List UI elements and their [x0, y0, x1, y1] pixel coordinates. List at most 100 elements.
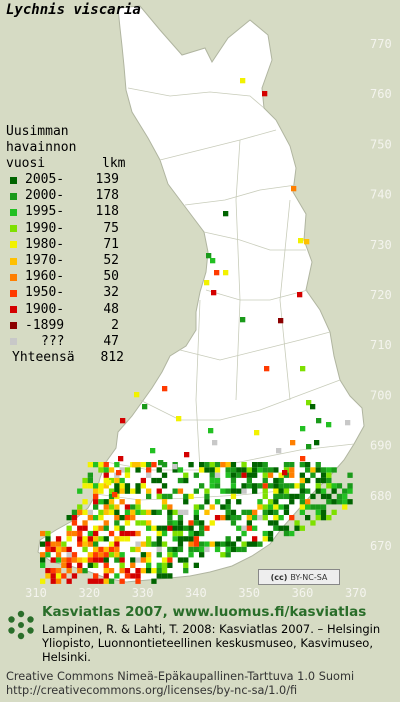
occurrence-square	[262, 488, 268, 494]
occurrence-square	[209, 462, 215, 468]
occurrence-square	[320, 477, 327, 484]
legend-count: 118	[95, 204, 119, 220]
occurrence-square	[223, 270, 229, 276]
easting-tick-label: 330	[132, 586, 154, 600]
northing-tick-label: 670	[370, 539, 392, 553]
occurrence-square	[278, 483, 284, 489]
occurrence-square	[273, 509, 279, 515]
occurrence-square	[108, 552, 115, 558]
occurrence-square	[289, 483, 295, 489]
legend-row: 1995- 118	[6, 204, 125, 220]
cc-license-badge[interactable]: (cc) BY-NC-SA	[258, 569, 340, 585]
occurrence-square	[278, 493, 284, 500]
occurrence-square	[66, 578, 72, 584]
occurrence-square	[267, 499, 274, 505]
occurrence-square	[204, 467, 210, 473]
occurrence-square	[320, 467, 327, 473]
occurrence-square	[162, 386, 168, 392]
occurrence-square	[124, 536, 131, 542]
occurrence-square	[305, 488, 311, 494]
occurrence-square	[93, 552, 99, 558]
legend-row: 2000- 178	[6, 188, 125, 204]
occurrence-square	[315, 467, 321, 473]
occurrence-dots	[40, 78, 353, 584]
occurrence-square	[156, 530, 162, 537]
occurrence-square	[241, 462, 247, 468]
occurrence-square	[289, 530, 295, 537]
occurrence-square	[66, 515, 72, 521]
occurrence-square	[294, 525, 300, 531]
occurrence-square	[167, 546, 173, 553]
occurrence-square	[103, 536, 109, 542]
occurrence-square	[299, 488, 305, 494]
occurrence-square	[282, 470, 288, 476]
occurrence-square	[230, 477, 237, 484]
occurrence-square	[124, 573, 131, 579]
legend-header-line1: Uusimman	[6, 124, 69, 139]
footer-title-link[interactable]: Kasviatlas 2007, www.luomus.fi/kasviatla…	[42, 604, 367, 620]
occurrence-square	[331, 488, 337, 494]
occurrence-square	[252, 467, 258, 473]
occurrence-square	[119, 578, 125, 584]
occurrence-square	[273, 467, 279, 473]
occurrence-square	[342, 504, 348, 510]
occurrence-square	[161, 483, 168, 489]
license-url-link[interactable]: http://creativecommons.org/licenses/by-n…	[6, 684, 298, 697]
occurrence-square	[124, 520, 131, 526]
occurrence-square	[331, 467, 337, 473]
occurrence-square	[299, 462, 305, 468]
occurrence-square	[98, 483, 104, 489]
occurrence-square	[93, 562, 99, 568]
occurrence-square	[161, 493, 168, 500]
occurrence-square	[172, 464, 178, 470]
occurrence-square	[230, 462, 237, 468]
occurrence-square	[103, 568, 109, 574]
occurrence-square	[98, 536, 104, 542]
occurrence-square	[103, 525, 109, 531]
occurrence-square	[167, 525, 173, 531]
occurrence-square	[214, 499, 221, 505]
occurrence-square	[93, 541, 99, 547]
occurrence-square	[220, 462, 226, 468]
occurrence-square	[305, 515, 311, 521]
occurrence-square	[119, 515, 125, 521]
occurrence-square	[77, 536, 83, 542]
occurrence-square	[342, 488, 348, 494]
occurrence-square	[199, 520, 205, 526]
occurrence-square	[156, 477, 162, 484]
occurrence-square	[326, 493, 332, 500]
occurrence-square	[188, 493, 194, 500]
occurrence-square	[320, 472, 327, 478]
legend-header-count: lkm	[102, 156, 126, 171]
occurrence-square	[283, 462, 290, 468]
occurrence-square	[77, 530, 83, 537]
occurrence-square	[204, 525, 210, 531]
occurrence-square	[50, 573, 56, 579]
occurrence-square	[87, 557, 93, 563]
occurrence-square	[114, 509, 120, 515]
occurrence-square	[177, 477, 184, 484]
occurrence-square	[209, 504, 215, 510]
occurrence-square	[230, 493, 237, 500]
occurrence-square	[103, 499, 109, 505]
legend-count: 2	[111, 317, 119, 333]
occurrence-square	[177, 509, 184, 515]
occurrence-square	[193, 488, 199, 494]
occurrence-square	[289, 499, 295, 505]
occurrence-square	[225, 467, 231, 473]
occurrence-square	[172, 546, 178, 553]
occurrence-square	[273, 515, 279, 521]
legend-swatch	[10, 322, 17, 330]
northing-tick-label: 760	[370, 87, 392, 101]
occurrence-square	[299, 472, 305, 478]
occurrence-square	[252, 509, 258, 515]
occurrence-square	[257, 483, 263, 489]
northing-tick-label: 720	[370, 288, 392, 302]
occurrence-square	[199, 525, 205, 531]
occurrence-square	[135, 541, 141, 547]
occurrence-square	[130, 546, 136, 553]
occurrence-square	[347, 499, 353, 505]
occurrence-square	[278, 477, 284, 484]
occurrence-square	[320, 515, 327, 521]
occurrence-square	[82, 568, 88, 574]
